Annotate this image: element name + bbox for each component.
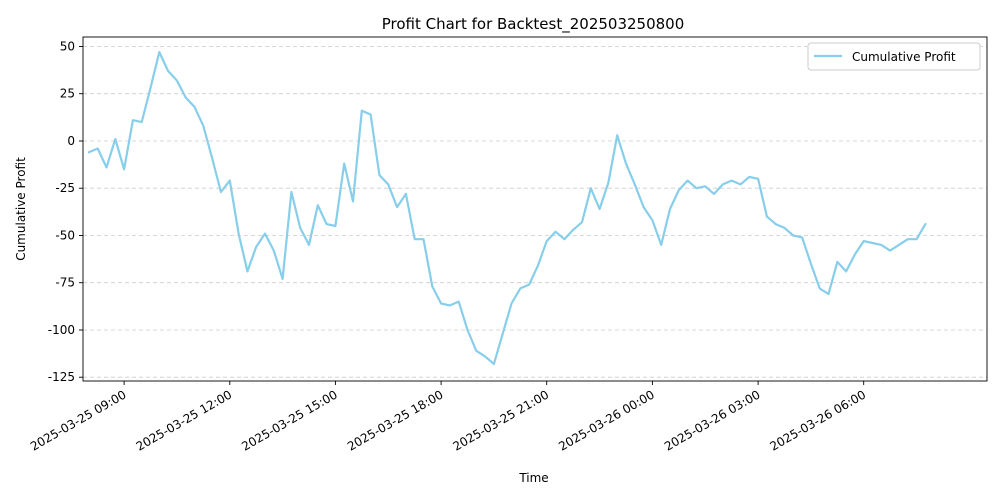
y-tick-label: -25: [55, 181, 75, 195]
cumulative-profit-line: [87, 51, 927, 366]
y-tick-label: -50: [55, 229, 75, 243]
y-axis-label: Cumulative Profit: [14, 157, 28, 261]
y-tick-label: 50: [60, 40, 75, 54]
y-tick-label: 0: [67, 134, 75, 148]
legend-label: Cumulative Profit: [852, 50, 956, 64]
plot-frame: [82, 36, 988, 382]
legend-box: [807, 42, 981, 71]
plot-area: [87, 51, 927, 366]
y-tick-label: -125: [48, 370, 75, 384]
y-tick-label: 25: [60, 87, 75, 101]
y-axis: 50 25 0 -25 -50 -75 -100 -125: [48, 40, 83, 384]
y-tick-label: -100: [48, 323, 75, 337]
y-tick-label: -75: [55, 276, 75, 290]
legend: Cumulative Profit: [807, 42, 981, 71]
chart-title: Profit Chart for Backtest_202503250800: [382, 15, 685, 34]
y-grid: [83, 46, 987, 378]
x-axis-label: Time: [518, 471, 548, 485]
